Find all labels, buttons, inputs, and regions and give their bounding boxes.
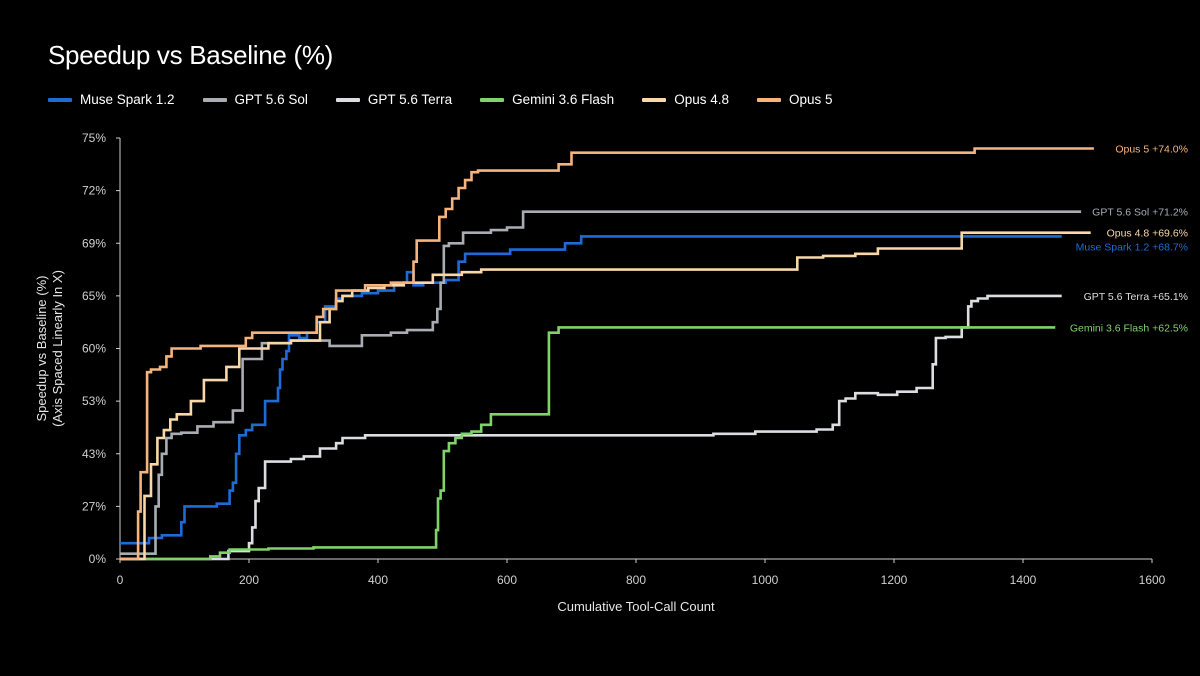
legend-item: GPT 5.6 Terra [335, 92, 453, 107]
legend-item: Opus 4.8 [642, 92, 729, 107]
series-line-muse-spark-1-2 [120, 235, 1062, 545]
y-tick-label: 43% [82, 447, 106, 461]
series-line-opus-5 [120, 147, 1094, 561]
y-axis-title-line: Speedup vs Baseline (%) [34, 276, 49, 422]
legend-swatch [202, 97, 227, 102]
legend-label: Muse Spark 1.2 [80, 92, 175, 107]
x-tick-label: 0 [117, 573, 124, 587]
x-tick-label: 400 [368, 573, 388, 587]
x-tick-label: 1600 [1139, 573, 1166, 587]
y-tick-label: 69% [82, 236, 106, 250]
y-axis-title: Speedup vs Baseline (%)(Axis Spaced Line… [34, 270, 65, 427]
x-tick-label: 1200 [881, 573, 908, 587]
series-line-opus-4-8 [120, 231, 1091, 561]
chart-title: Speedup vs Baseline (%) [48, 40, 334, 70]
end-label-muse-spark-1-2: Muse Spark 1.2 +68.7% [1076, 242, 1188, 254]
legend-item: Muse Spark 1.2 [48, 92, 175, 107]
legend-label: GPT 5.6 Terra [367, 92, 453, 107]
end-label-gpt-5-6-terra: GPT 5.6 Terra +65.1% [1084, 291, 1188, 303]
y-tick-label: 72% [82, 184, 106, 198]
x-tick-label: 1400 [1010, 573, 1037, 587]
legend-item: Opus 5 [756, 92, 833, 107]
legend-swatch [335, 97, 360, 102]
x-tick-label: 800 [626, 573, 646, 587]
legend-label: Opus 4.8 [674, 92, 729, 107]
legend: Muse Spark 1.2 GPT 5.6 Sol GPT 5.6 Terra Ge… [48, 92, 861, 107]
legend-label: Opus 5 [788, 92, 833, 107]
y-tick-label: 0% [89, 552, 107, 566]
series-line-gpt-5-6-sol [120, 210, 1082, 555]
y-tick-label: 65% [82, 289, 106, 303]
x-axis-title: Cumulative Tool-Call Count [557, 599, 715, 614]
y-tick-label: 27% [82, 499, 106, 513]
series-line-gpt-5-6-terra [120, 294, 1062, 561]
legend-item: Gemini 3.6 Flash [480, 92, 614, 107]
y-tick-label: 60% [82, 342, 106, 356]
legend-swatch [480, 97, 505, 102]
end-label-gpt-5-6-sol: GPT 5.6 Sol +71.2% [1092, 207, 1188, 219]
end-label-gemini-3-6-flash: Gemini 3.6 Flash +62.5% [1070, 322, 1188, 334]
x-tick-label: 600 [497, 573, 517, 587]
y-tick-label: 75% [82, 131, 106, 145]
y-axis-title-line: (Axis Spaced Linearly In X) [50, 270, 65, 427]
y-tick-label: 53% [82, 394, 106, 408]
x-tick-label: 200 [239, 573, 259, 587]
end-label-opus-5: Opus 5 +74.0% [1115, 144, 1188, 156]
legend-item: GPT 5.6 Sol [202, 92, 308, 107]
legend-swatch [642, 97, 667, 102]
legend-label: Gemini 3.6 Flash [512, 92, 615, 107]
x-tick-label: 1000 [752, 573, 779, 587]
series-line-gemini-3-6-flash [120, 326, 1056, 561]
legend-swatch [48, 97, 72, 102]
legend-label: GPT 5.6 Sol [234, 92, 308, 107]
legend-swatch [756, 97, 781, 102]
end-label-opus-4-8: Opus 4.8 +69.6% [1107, 228, 1188, 240]
